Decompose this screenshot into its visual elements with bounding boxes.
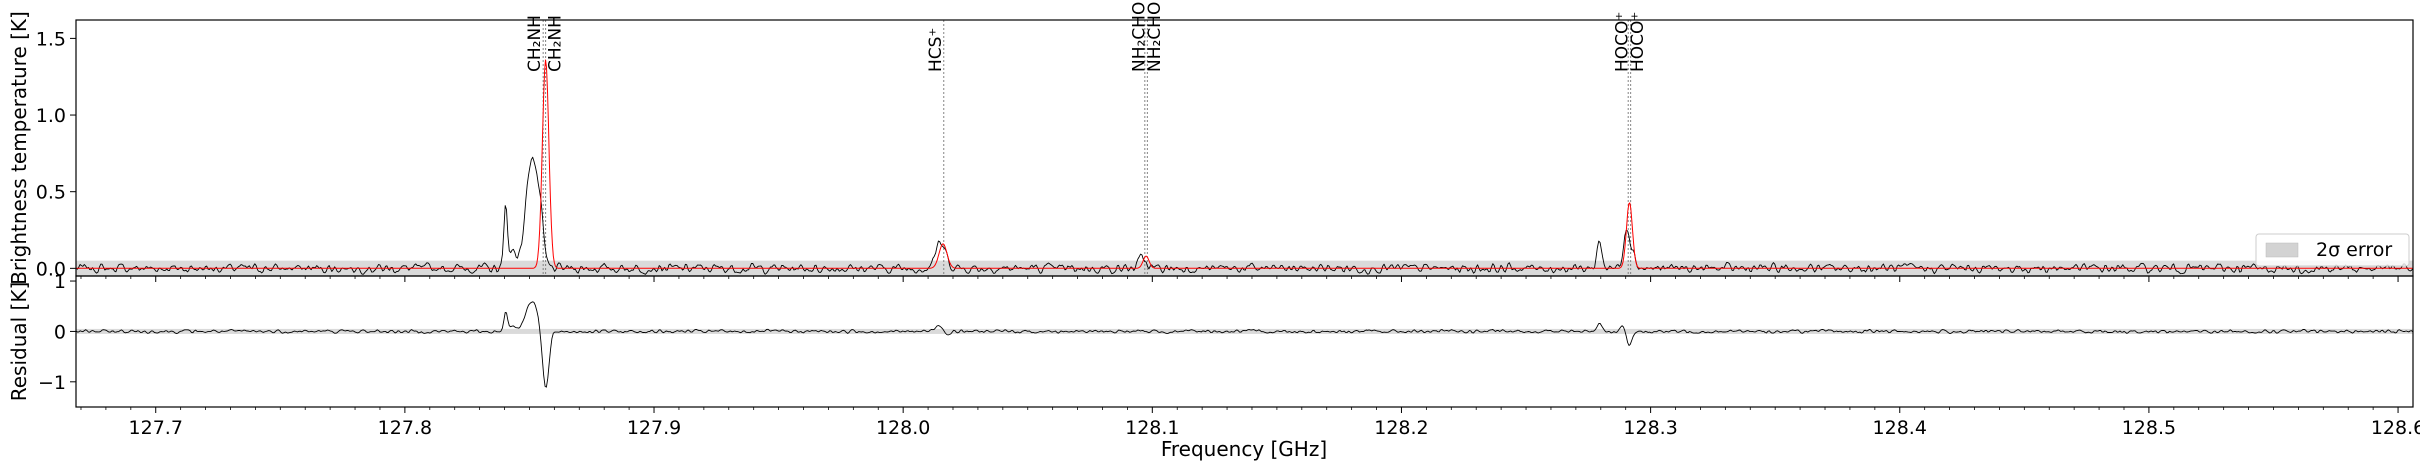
legend: 2σ error	[2255, 233, 2410, 267]
x-tick-label: 128.0	[876, 417, 930, 439]
x-axis-label: Frequency [GHz]	[1161, 437, 1327, 461]
legend-error-swatch	[2265, 242, 2299, 258]
transition-label: HCS⁺	[926, 28, 946, 72]
x-tick-label: 127.7	[129, 417, 183, 439]
y-tick-label: −1	[38, 372, 66, 394]
y-tick-label: 1.0	[36, 105, 66, 127]
observed-spectrum-line	[76, 301, 2413, 388]
x-tick-label: 128.4	[1873, 417, 1927, 439]
x-tick-label: 127.9	[627, 417, 681, 439]
plot-area	[76, 301, 2413, 388]
y-axis-label: Brightness temperature [K]	[7, 11, 31, 285]
transition-label: HOCO⁺	[1628, 12, 1648, 72]
y-tick-label: 1.5	[36, 28, 66, 50]
transition-label: CH₂NH	[525, 15, 545, 72]
legend-box	[2255, 233, 2410, 267]
x-tick-label: 128.1	[1125, 417, 1179, 439]
y-tick-label: 0	[54, 321, 66, 343]
transition-label: HOCO⁺	[1613, 12, 1633, 72]
transition-label: NH₂CHO	[1129, 2, 1149, 72]
transition-label: NH₂CHO	[1145, 2, 1165, 72]
axes-frame	[75, 19, 2414, 277]
legend-error-label: 2σ error	[2316, 239, 2392, 261]
x-tick-label: 128.5	[2122, 417, 2176, 439]
x-tick-label: 128.6	[2371, 417, 2420, 439]
y-axis-label: Residual [K]	[7, 282, 31, 402]
axes-frame	[75, 275, 2414, 408]
error-band	[76, 328, 2413, 334]
x-tick-label: 128.3	[1623, 417, 1677, 439]
residual-panel: −1 0 1 Residual [K] 127.7 127.8 127.9 128.0 128.…	[7, 271, 2420, 439]
transition-label: CH₂NH	[546, 15, 566, 72]
y-tick-label: 0.5	[36, 182, 66, 204]
model-spectrum-line	[76, 59, 2413, 269]
y-tick-label: 1	[54, 271, 66, 293]
x-tick-label: 127.8	[378, 417, 432, 439]
observed-spectrum-line	[76, 156, 2413, 275]
plot-area	[76, 20, 2413, 276]
y-tick-label: 0.0	[36, 258, 66, 280]
x-tick-label: 128.2	[1374, 417, 1428, 439]
